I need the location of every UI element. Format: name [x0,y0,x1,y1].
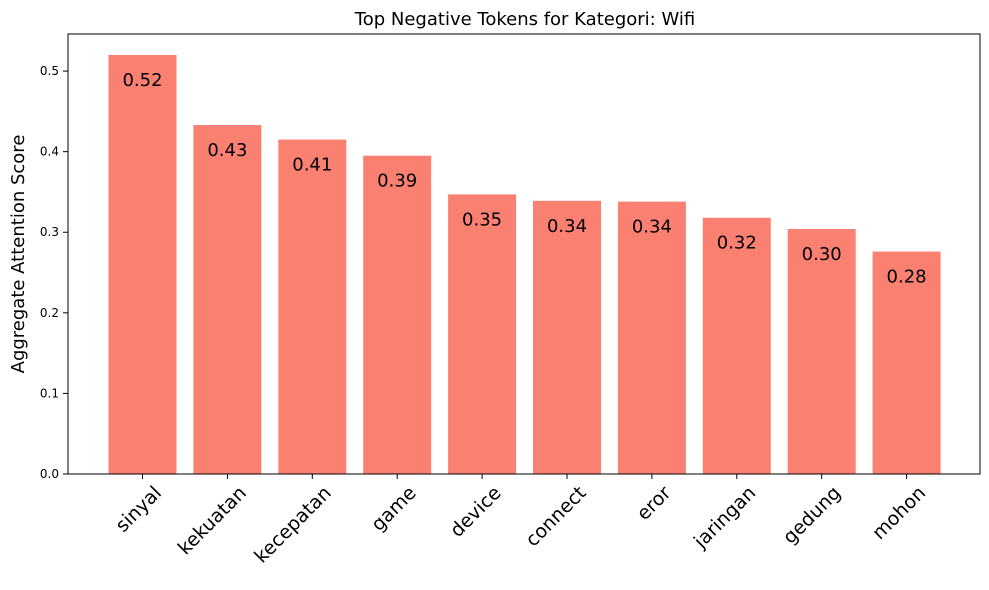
data-label-mohon: 0.28 [887,267,927,288]
data-label-kecepatan: 0.41 [292,155,332,176]
y-tick-label-0: 0.0 [40,467,59,481]
y-tick-label-5: 0.5 [40,64,59,78]
data-label-game: 0.39 [377,171,417,192]
x-tick-label-gedung: gedung [779,482,845,548]
bar-game [363,155,432,474]
x-tick-label-connect: connect [521,482,590,551]
x-tick-label-kekuatan: kekuatan [174,482,251,559]
y-axis: 0.0 0.1 0.2 0.3 0.4 0.5 [40,64,68,481]
y-tick-label-4: 0.4 [40,145,59,159]
bar-connect [533,200,601,475]
y-tick-label-1: 0.1 [40,386,59,400]
x-axis: sinyal kekuatan kecepatan game device connect… [111,474,930,568]
x-tick-label-kecepatan: kecepatan [250,482,336,568]
data-label-connect: 0.34 [547,216,587,237]
x-tick-label-device: device [446,482,506,542]
bar-jaringan [702,217,771,474]
plot-frame [67,33,981,475]
chart-title: Top Negative Tokens for Kategori: Wifi [354,9,695,30]
x-tick-label-mohon: mohon [868,482,930,544]
data-label-sinyal: 0.52 [122,70,162,91]
y-tick-label-2: 0.2 [40,306,59,320]
bars-layer [108,54,941,475]
y-axis-label: Aggregate Attention Score [8,135,29,374]
x-tick-label-eror: eror [633,482,676,525]
bar-sinyal [108,54,177,474]
data-label-jaringan: 0.32 [717,233,757,254]
bar-device [448,194,517,474]
data-label-kekuatan: 0.43 [207,140,247,161]
data-label-device: 0.35 [462,209,502,230]
data-label-gedung: 0.30 [802,244,842,265]
y-tick-label-3: 0.3 [40,225,59,239]
data-label-eror: 0.34 [632,217,672,238]
bar-eror [617,201,686,474]
bar-kekuatan [193,125,262,475]
bar-mohon [872,251,941,474]
data-labels-layer: 0.52 0.43 0.41 0.39 0.35 0.34 0.34 0.32 0.30 0.28 [122,70,926,288]
x-tick-label-jaringan: jaringan [689,482,760,553]
x-tick-label-sinyal: sinyal [111,482,166,537]
bar-kecepatan [278,139,347,475]
bar-gedung [787,229,856,474]
x-tick-label-game: game [367,482,421,536]
